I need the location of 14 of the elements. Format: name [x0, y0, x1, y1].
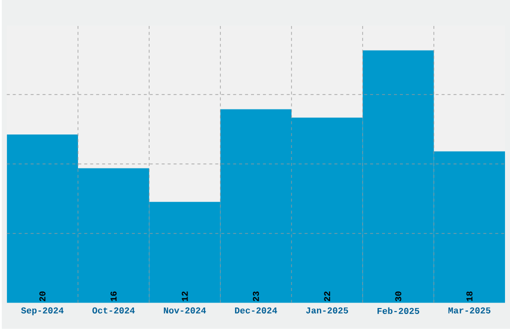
x-tick-label: Dec-2024: [235, 308, 278, 314]
data-label: 18: [466, 292, 472, 302]
data-label: 12: [182, 292, 188, 302]
data-label: 22: [324, 292, 330, 302]
x-tick-label: Feb-2025: [378, 308, 420, 314]
x-tick-label: Jan-2025: [306, 308, 348, 314]
x-tick-label: Oct-2024: [92, 308, 135, 314]
data-label: 30: [395, 292, 402, 302]
data-label: 16: [110, 292, 117, 302]
x-tick-label: Nov-2024: [164, 308, 206, 314]
data-label: 20: [39, 292, 46, 302]
x-tick-label: Sep-2024: [21, 308, 64, 316]
x-tick-label: Mar-2025: [448, 308, 490, 314]
data-label: 23: [252, 292, 259, 302]
